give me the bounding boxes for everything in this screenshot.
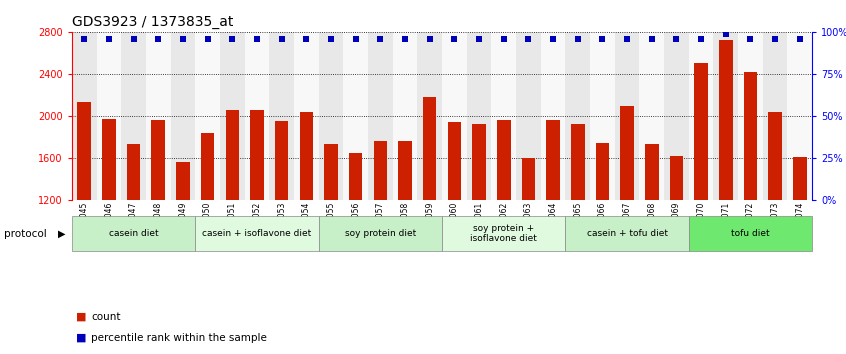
Bar (319, 32, 343, 200)
Bar (596, 143, 609, 200)
Text: soy protein diet: soy protein diet (344, 229, 416, 238)
Bar (763, 32, 788, 200)
Bar (146, 32, 171, 200)
Bar (744, 72, 757, 200)
Text: ▶: ▶ (58, 229, 65, 239)
Bar (275, 121, 288, 200)
Text: protocol: protocol (4, 229, 47, 239)
Bar (299, 112, 313, 200)
Bar (689, 32, 713, 200)
Bar (788, 32, 812, 200)
Bar (695, 63, 708, 200)
Text: casein + isoflavone diet: casein + isoflavone diet (202, 229, 311, 238)
Bar (541, 32, 565, 200)
Bar (201, 133, 214, 200)
Text: casein diet: casein diet (109, 229, 158, 238)
Bar (423, 97, 437, 200)
Text: ■: ■ (76, 312, 86, 322)
Bar (492, 32, 516, 200)
Bar (398, 141, 412, 200)
Bar (78, 102, 91, 200)
Bar (269, 32, 294, 200)
Bar (442, 216, 565, 251)
Bar (565, 32, 590, 200)
Text: count: count (91, 312, 121, 322)
Text: soy protein +
isoflavone diet: soy protein + isoflavone diet (470, 224, 537, 243)
Bar (121, 32, 146, 200)
Bar (349, 153, 362, 200)
Bar (516, 32, 541, 200)
Bar (590, 32, 615, 200)
Bar (151, 120, 165, 200)
Bar (374, 141, 387, 200)
Bar (171, 32, 195, 200)
Bar (393, 32, 417, 200)
Text: ■: ■ (76, 333, 86, 343)
Bar (571, 124, 585, 200)
Bar (250, 110, 264, 200)
Bar (645, 144, 658, 200)
Bar (368, 32, 393, 200)
Bar (244, 32, 269, 200)
Bar (793, 157, 806, 200)
Bar (640, 32, 664, 200)
Bar (72, 32, 96, 200)
Bar (565, 216, 689, 251)
Bar (343, 32, 368, 200)
Bar (472, 124, 486, 200)
Bar (72, 216, 195, 251)
Bar (417, 32, 442, 200)
Bar (547, 120, 560, 200)
Bar (127, 144, 140, 200)
Bar (620, 107, 634, 200)
Bar (497, 120, 510, 200)
Bar (102, 119, 116, 200)
Bar (689, 216, 812, 251)
Bar (448, 122, 461, 200)
Text: GDS3923 / 1373835_at: GDS3923 / 1373835_at (72, 16, 233, 29)
Bar (713, 32, 738, 200)
Bar (467, 32, 492, 200)
Bar (220, 32, 244, 200)
Text: casein + tofu diet: casein + tofu diet (586, 229, 667, 238)
Bar (664, 32, 689, 200)
Bar (670, 156, 684, 200)
Bar (615, 32, 640, 200)
Bar (324, 144, 338, 200)
Bar (442, 32, 467, 200)
Bar (96, 32, 121, 200)
Text: tofu diet: tofu diet (731, 229, 770, 238)
Bar (319, 216, 442, 251)
Bar (719, 40, 733, 200)
Bar (294, 32, 319, 200)
Bar (176, 162, 190, 200)
Bar (226, 110, 239, 200)
Bar (195, 216, 319, 251)
Bar (522, 158, 536, 200)
Text: percentile rank within the sample: percentile rank within the sample (91, 333, 267, 343)
Bar (738, 32, 763, 200)
Bar (768, 112, 782, 200)
Bar (195, 32, 220, 200)
